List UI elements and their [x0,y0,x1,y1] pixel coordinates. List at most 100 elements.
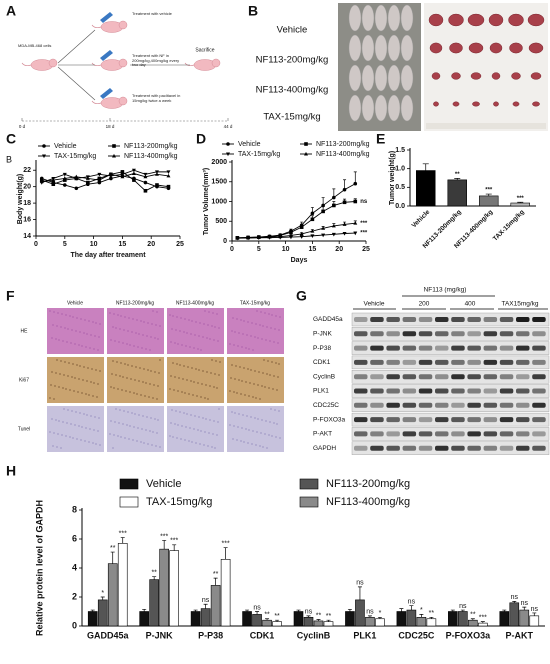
bar [426,618,437,627]
x-tick-label: P-JNK [146,630,174,640]
marker [299,231,304,236]
tumor [428,13,444,27]
band [386,359,400,365]
group-label: TAX15mg/kg [501,301,538,308]
cell [67,375,69,377]
cell [206,371,208,373]
cell [263,359,265,361]
cell [278,329,280,331]
cell [210,372,212,374]
histology-image [167,406,224,452]
band [467,402,481,408]
band [499,359,514,365]
band [354,359,368,365]
band [516,374,530,380]
bar [107,563,118,627]
cell [79,331,81,333]
band [370,388,384,394]
error-bar [353,171,357,184]
marker [63,178,67,182]
marker [342,187,347,192]
cell [213,339,215,341]
cell [175,329,177,331]
cell [276,423,278,425]
band [451,317,465,322]
cell [55,419,57,421]
cell [109,433,111,435]
panel-label: H [6,463,16,479]
histology-image [47,357,104,403]
cell [137,427,139,429]
band [467,445,481,451]
band [370,402,384,408]
cell [234,378,236,380]
cell [113,434,115,436]
band [435,388,449,394]
cell [119,409,121,411]
cell [243,367,245,369]
band [435,317,449,322]
error-bar [142,608,147,612]
blot-strip [351,427,550,441]
marker [310,211,315,216]
cell [85,346,87,348]
error-bar [275,619,280,622]
significance-label: ** [151,570,157,577]
legend-label: NF113-200mg/kg [326,478,410,490]
cell [56,325,58,327]
x-tick-label: CDK1 [250,630,275,640]
band [467,431,481,437]
band [467,359,481,365]
histology-image [227,357,284,403]
marker [132,178,136,182]
cell [119,328,121,330]
significance-label: *** [360,221,368,227]
tumor [451,72,461,80]
band [467,345,481,351]
band [402,417,417,423]
x-tick-label: PLK1 [353,630,376,640]
cell [124,437,126,439]
marker [39,179,44,184]
mouse-in-photo [400,94,414,122]
band [451,359,465,365]
band [467,317,481,322]
mouse-in-photo [348,34,362,62]
significance-label: ** [316,612,322,619]
cell [154,337,156,339]
band [386,431,400,437]
band [418,317,433,322]
tumor [491,72,501,80]
legend-label: NF113-200mg/kg [316,141,370,148]
cell [84,440,86,442]
cell [156,432,158,434]
cell [209,385,211,387]
cells-label: MDA-MB-468 cells [18,44,52,48]
treatment-step: Treatment with vehicle [132,12,172,16]
cell [140,394,142,396]
y-tick-label: 1.5 [395,147,405,154]
cell [135,332,137,334]
cell [266,326,268,328]
marker [342,232,347,236]
cell [145,348,147,350]
cell [269,340,271,342]
cell [85,427,87,429]
cell [190,333,192,335]
cell [278,410,280,412]
blot-strip [351,312,550,327]
cell [244,394,246,396]
error-bar [502,609,507,612]
cell [124,316,126,318]
significance-label: ns [366,609,374,616]
cell [254,417,256,419]
band [483,402,498,408]
bar [159,548,169,627]
cell [79,365,81,367]
x-tick-label: TAX-15mg/kg [492,209,526,243]
cell [150,336,152,338]
cell [277,376,279,378]
bar [139,611,149,627]
cell [97,430,99,432]
cell [188,393,190,395]
